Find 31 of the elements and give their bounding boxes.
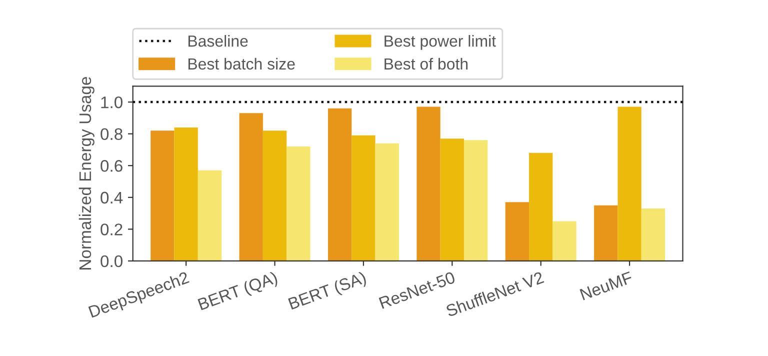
legend-label: Best power limit [384,35,496,50]
bar [594,205,618,261]
y-tick-label: 0.0 [100,255,122,268]
bar [198,170,222,261]
bar [286,146,310,261]
bar [352,135,376,261]
bar [552,221,576,261]
y-tick-label: 0.4 [100,192,123,204]
bar [440,138,464,261]
y-tick-label: 0.6 [100,160,122,172]
legend-label: Best batch size [188,58,295,70]
y-tick-label: 0.8 [100,128,122,140]
bar [618,106,642,261]
bar [464,140,488,261]
x-tick-label: BERT (SA) [288,271,368,313]
bar [262,130,287,261]
legend-label: Best of both [384,58,468,70]
y-axis-title: Normalized Energy Usage [78,77,94,270]
bar [150,130,174,261]
bar [239,113,263,261]
bar [505,202,530,261]
bar [328,108,352,261]
bar [641,208,666,261]
y-tick-label: 1.0 [101,96,122,108]
bar [375,143,399,261]
legend-label: Baseline [188,35,248,47]
bar [416,106,440,261]
bar [529,152,553,261]
x-tick-label: BERT (QA) [197,271,280,314]
y-tick-label: 0.2 [100,224,122,236]
bar [174,127,198,261]
